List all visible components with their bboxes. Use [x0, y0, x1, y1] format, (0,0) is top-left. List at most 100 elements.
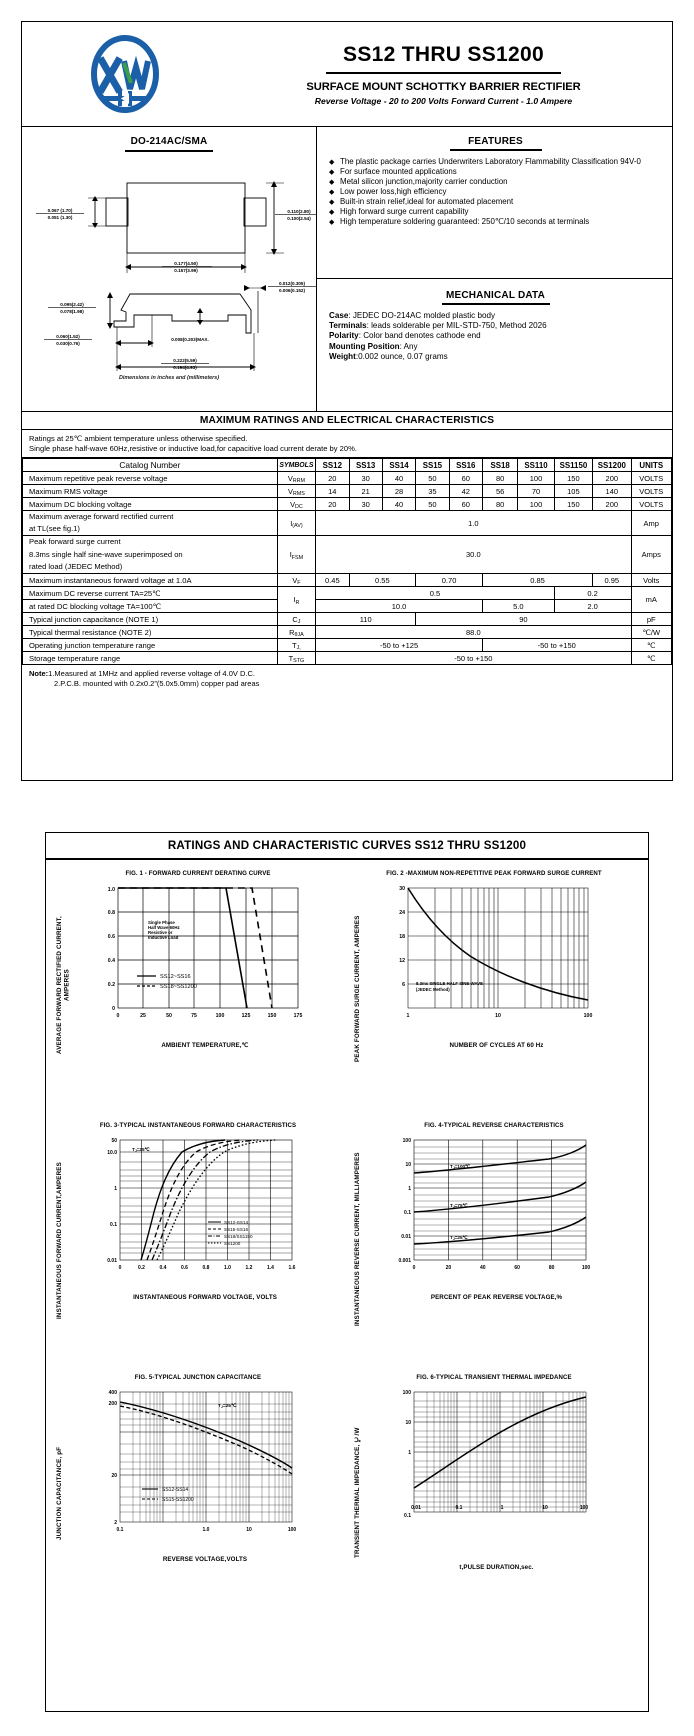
sym-sub: J,	[296, 645, 301, 652]
svg-text:100: 100	[584, 1013, 593, 1019]
sym-sub: STG	[293, 658, 305, 665]
chart-fig3: FIG. 3-TYPICAL INSTANTANEOUS FORWARD CHA…	[50, 1122, 346, 1374]
fig1-series-dashed	[118, 887, 273, 1009]
fig1-title: FIG. 1 - FORWARD CURRENT DERATING CURVE	[125, 870, 271, 877]
cell-value: 0.45	[315, 573, 350, 588]
svg-text:1: 1	[501, 1505, 504, 1511]
cell-value: 100	[517, 471, 555, 486]
bullet-icon: ◆	[329, 198, 335, 206]
cell-value: 150	[553, 471, 594, 486]
bullet-icon: ◆	[329, 178, 335, 186]
fig4-plot: 0 20 40 60 80 100 100 10 1 0.1 0.01 0.001 TJ=100…	[398, 1138, 590, 1271]
row-desc: Peak forward surge current 8.3ms single …	[22, 535, 278, 575]
fig4-series-tj100	[413, 1144, 587, 1175]
list-item: Case: JEDEC DO-214AC molded plastic body	[329, 311, 662, 321]
note-line-2: 2.P.C.B. mounted with 0.2x0.2”(5.0x5.0mm…	[54, 679, 260, 689]
header-subtitle: SURFACE MOUNT SCHOTTKY BARRIER RECTIFIER	[306, 80, 581, 93]
cell-value: 42	[448, 484, 483, 499]
svg-text:0: 0	[117, 1013, 120, 1019]
mechanical-data-box: MECHANICAL DATA Case: JEDEC DO-214AC mol…	[317, 279, 672, 411]
svg-text:10.0: 10.0	[107, 1150, 117, 1156]
table-header-row: Catalog Number SYMBOLS SS12 SS13 SS14 SS…	[22, 458, 673, 473]
row-desc-line-2: 8.3ms single half sine-wave superimposed…	[29, 549, 183, 559]
cell-value: 2.0	[553, 599, 632, 614]
dim-left-width-min: 0.051 (1.30)	[48, 215, 73, 220]
cell-value: 70	[517, 484, 555, 499]
fig5-annotation: TJ=25℃	[218, 1402, 237, 1409]
svg-text:125: 125	[242, 1013, 251, 1019]
svg-text:0.2: 0.2	[138, 1265, 145, 1271]
row-desc: Maximum DC blocking voltage	[22, 497, 278, 512]
row-desc: Maximum RMS voltage	[22, 484, 278, 499]
col-symbols: SYMBOLS	[276, 458, 317, 473]
row-desc-line-2: at TL(see fig.1)	[29, 524, 80, 534]
ratings-band-title: MAXIMUM RATINGS AND ELECTRICAL CHARACTER…	[22, 412, 672, 430]
svg-text:12: 12	[399, 958, 405, 964]
mech-value: :0.002 ounce, 0.07 grams	[355, 352, 448, 362]
note-label: Note:	[29, 669, 49, 679]
cell-value: 35	[415, 484, 450, 499]
cell-value: 56	[481, 484, 519, 499]
cell-value: 30	[348, 471, 383, 486]
col-part-ss14: SS14	[381, 458, 417, 473]
table-row: at rated DC blocking voltage TA=100℃ 10.…	[22, 599, 672, 614]
cell-value: 40	[381, 497, 417, 512]
mech-label: Polarity	[329, 331, 359, 341]
svg-text:200: 200	[109, 1401, 118, 1407]
svg-text:150: 150	[268, 1013, 277, 1019]
cell-value: 0.2	[553, 586, 632, 601]
fig3-series-ss18-ss1150	[151, 1139, 259, 1261]
fig3-series-ss12-ss14	[140, 1139, 226, 1261]
svg-text:80: 80	[549, 1265, 555, 1271]
fig2-plot: 1 10 100 30 24 18 12 6 8.3ms SINGLE HALF SINE…	[399, 886, 593, 1019]
svg-text:1.2: 1.2	[246, 1265, 253, 1271]
dim-left-width-max: 0.067 (1.70)	[48, 208, 73, 213]
cell-value: 28	[381, 484, 417, 499]
fig6-title: FIG. 6-TYPICAL TRANSIENT THERMAL IMPEDAN…	[416, 1374, 572, 1381]
row-desc: Maximum average forward rectified curren…	[22, 510, 278, 537]
svg-text:(JEDEC Method): (JEDEC Method)	[416, 987, 450, 992]
table-row: Typical thermal resistance (NOTE 2) RθJA…	[22, 625, 673, 640]
sym-main: V	[292, 575, 298, 585]
row-desc: Storage temperature range	[22, 651, 278, 666]
sym-sub: R	[295, 599, 300, 606]
dim-foot-len-max: 0.060(1.52)	[56, 334, 80, 339]
row-desc-line-1: Maximum average forward rectified curren…	[29, 512, 174, 522]
col-units: UNITS	[630, 458, 673, 473]
svg-text:8.3ms SINGLE HALF SINE-WAVE: 8.3ms SINGLE HALF SINE-WAVE	[416, 981, 483, 986]
fig6-xlabel: t,PULSE DURATION,sec.	[459, 1564, 534, 1572]
cell-value: 10.0	[315, 599, 483, 614]
cell-value: 0.85	[481, 573, 594, 588]
col-part-ss13: SS13	[348, 458, 383, 473]
mechanical-list: Case: JEDEC DO-214AC molded plastic body…	[329, 311, 662, 363]
cell-unit: Amp	[630, 510, 673, 537]
row-symbol: IR	[276, 586, 317, 614]
svg-text:75: 75	[191, 1013, 197, 1019]
row-symbol: TSTG	[276, 651, 317, 666]
cell-value: 40	[381, 471, 417, 486]
mech-label: Case	[329, 310, 349, 320]
dim-right-height-min: 0.100(2.54)	[287, 216, 311, 221]
svg-text:0.8: 0.8	[108, 910, 115, 916]
svg-text:10: 10	[542, 1505, 548, 1511]
table-row: Maximum average forward rectified curren…	[22, 510, 673, 537]
fig4-series-tj25	[413, 1216, 587, 1246]
cell-value: 90	[415, 612, 632, 627]
features-divider	[449, 149, 542, 151]
table-row: Maximum DC blocking voltage VDC 20 30 40…	[22, 497, 673, 512]
table-row: Storage temperature range TSTG -50 to +1…	[22, 651, 673, 666]
table-row: Typical junction capacitance (NOTE 1) CJ…	[22, 612, 673, 627]
feature-text: Built-in strain relief,ideal for automat…	[340, 196, 514, 206]
fig3-series-ss15-ss16	[146, 1139, 243, 1261]
page-title: SS12 THRU SS1200	[343, 42, 544, 66]
feature-text: The plastic package carries Underwriters…	[340, 156, 641, 166]
svg-text:SS18~SS1200: SS18~SS1200	[160, 984, 197, 990]
row-desc-line-3: rated load (JEDEC Method)	[29, 562, 123, 571]
fig1-series-solid	[118, 887, 248, 1009]
mechanical-title: MECHANICAL DATA	[445, 290, 546, 301]
row-desc: Maximum DC reverse current TA=25℃	[22, 586, 278, 601]
sym-main: V	[287, 473, 293, 483]
curves-band-title: RATINGS AND CHARACTERISTIC CURVES SS12 T…	[46, 833, 648, 860]
cell-value: 100	[517, 497, 555, 512]
